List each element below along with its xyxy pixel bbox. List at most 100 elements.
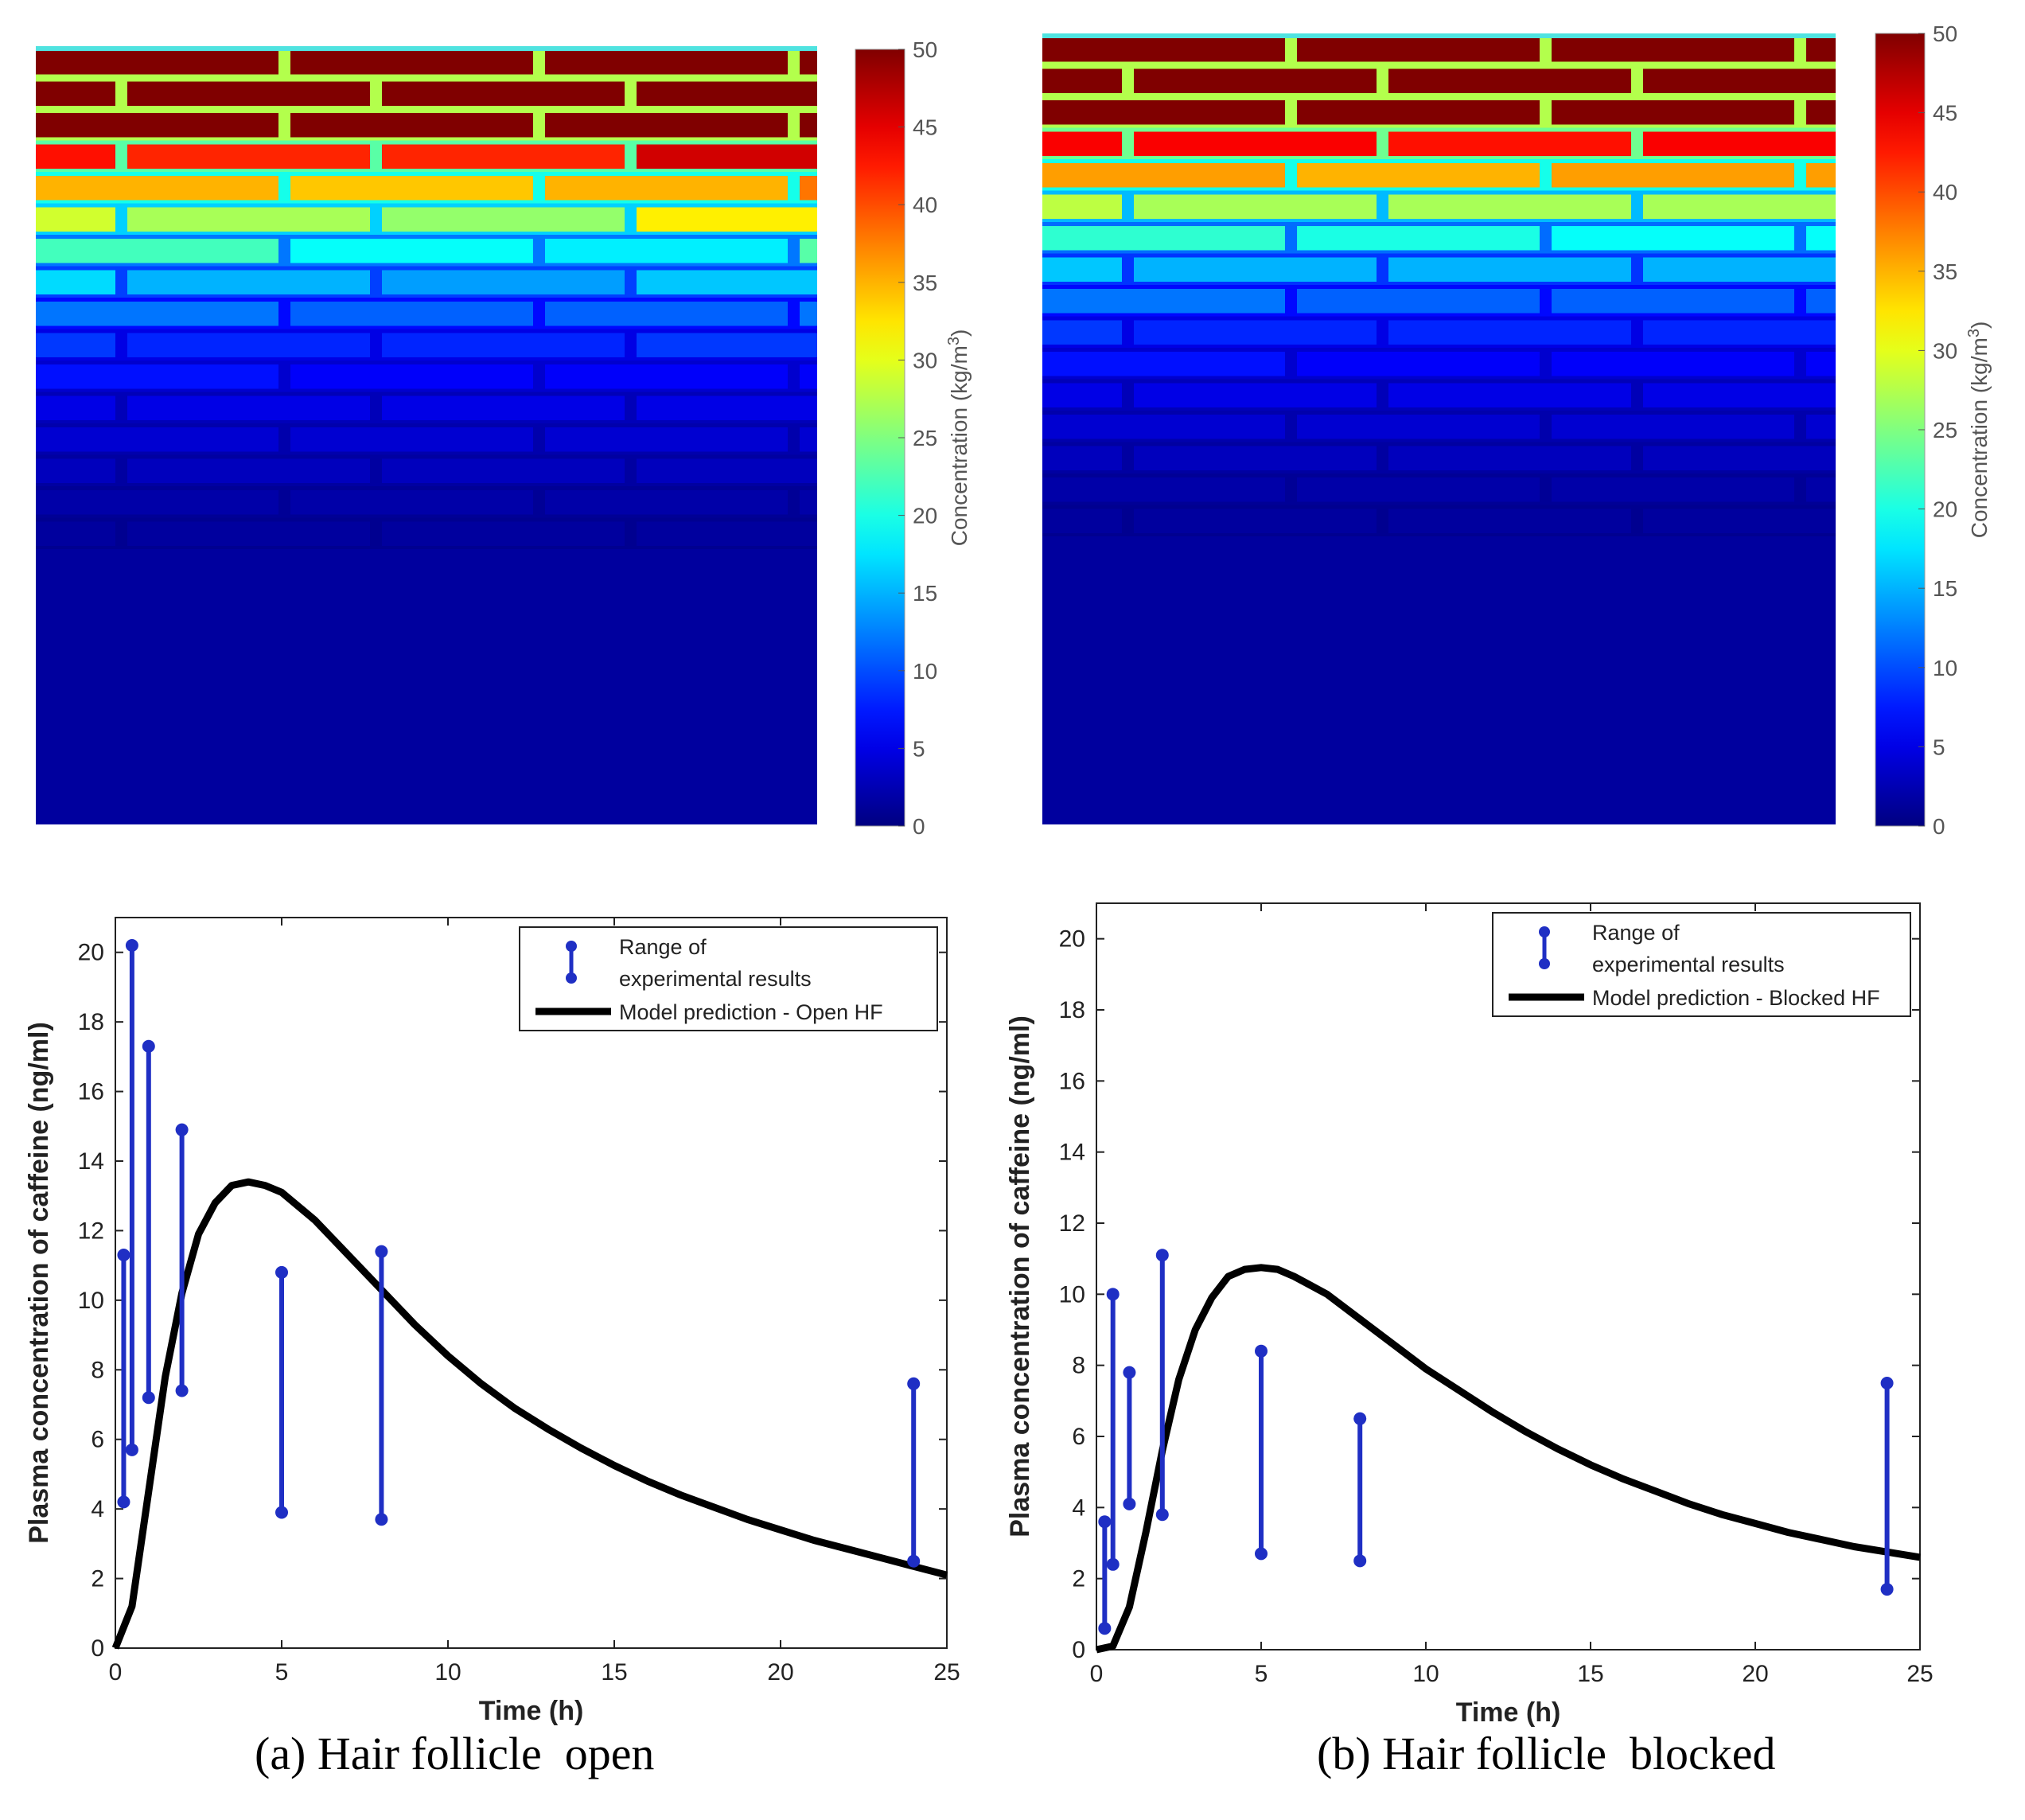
heatmap-brick (290, 364, 533, 389)
heatmap-brick (127, 521, 370, 546)
heatmap-brick (290, 302, 533, 326)
heatmap-brick (1297, 415, 1540, 439)
colorbar-tick-label: 25 (1933, 418, 1957, 442)
heatmap-brick (637, 270, 817, 294)
heatmap-brick (1042, 383, 1122, 407)
colorbar-tick-label: 25 (913, 426, 937, 450)
heatmap-brick (1134, 446, 1377, 470)
heatmap-brick (290, 427, 533, 452)
heatmap-brick (545, 427, 788, 452)
colorbar-tick-label: 10 (913, 659, 937, 684)
range-high-point (1106, 1288, 1120, 1301)
range-low-point (1880, 1583, 1894, 1596)
heatmap-brick (1297, 37, 1540, 62)
heatmap-brick (36, 207, 115, 232)
heatmap-brick (1552, 226, 1794, 251)
y-tick-label: 16 (78, 1079, 104, 1105)
range-high-point (142, 1039, 155, 1053)
x-tick-label: 25 (933, 1659, 960, 1686)
heatmap-brick (545, 239, 788, 263)
heatmap-brick (1042, 226, 1285, 251)
heatmap-brick (1552, 477, 1794, 502)
heatmap-brick (1134, 383, 1377, 407)
heatmap-brick (637, 396, 817, 420)
heatmap-brick (637, 521, 817, 546)
colorbar-tick-label: 10 (1933, 656, 1957, 680)
range-high-point (375, 1245, 388, 1258)
heatmap-brick (1297, 226, 1540, 251)
x-tick-label: 15 (1577, 1661, 1603, 1687)
heatmap-brick (1806, 352, 1836, 376)
heatmap-brick (800, 427, 817, 452)
heatmap-brick (1042, 320, 1122, 345)
caption-b: (b) Hair follicle blocked (1317, 1728, 1776, 1779)
y-tick-label: 18 (1059, 997, 1085, 1023)
heatmap-brick (36, 364, 278, 389)
y-tick-label: 4 (91, 1496, 104, 1522)
x-tick-label: 25 (1906, 1661, 1933, 1687)
heatmap-brick (127, 458, 370, 483)
heatmap-brick (127, 396, 370, 420)
heatmap-brick (1042, 68, 1122, 93)
heatmap-brick (1552, 100, 1794, 125)
heatmap-brick (36, 144, 115, 169)
heatmap-brick (36, 239, 278, 263)
y-tick-label: 10 (78, 1288, 104, 1314)
heatmap-brick (1297, 289, 1540, 314)
heatmap-brick (290, 113, 533, 138)
heatmap-brick (1806, 289, 1836, 314)
x-tick-label: 20 (767, 1659, 793, 1686)
colorbar-tick-label: 45 (913, 115, 937, 140)
y-tick-label: 18 (78, 1009, 104, 1035)
y-tick-label: 4 (1072, 1495, 1085, 1521)
heatmap-brick (1388, 68, 1631, 93)
heatmap-brick (1643, 131, 1836, 156)
heatmap-brick (1042, 194, 1122, 219)
heatmap-brick (1388, 320, 1631, 345)
range-low-point (275, 1506, 288, 1519)
y-axis-label: Plasma concentration of caffeine (ng/ml) (1005, 1015, 1035, 1537)
colorbar-label: Concentration (kg/m3) (945, 329, 972, 547)
heatmap-brick (1643, 383, 1836, 407)
range-low-point (1123, 1497, 1136, 1510)
y-tick-label: 2 (1072, 1566, 1085, 1592)
heatmap-brick (1643, 257, 1836, 282)
heatmap-brick (1552, 37, 1794, 62)
colorbar-tick-label: 50 (913, 37, 937, 62)
colorbar-tick-label: 40 (913, 193, 937, 217)
heatmap-brick (1297, 163, 1540, 188)
heatmap-brick (800, 176, 817, 201)
legend-range-label-2: experimental results (619, 967, 812, 991)
heatmap-brick (127, 207, 370, 232)
heatmap-brick (800, 364, 817, 389)
heatmap-brick (1042, 257, 1122, 282)
heatmap-brick (800, 490, 817, 515)
legend-range-point-low (1539, 958, 1550, 969)
heatmap-brick (800, 50, 817, 75)
heatmap-brick (800, 239, 817, 263)
legend-range-label-1: Range of (1592, 921, 1680, 945)
range-high-point (275, 1265, 288, 1279)
range-low-point (125, 1443, 138, 1456)
heatmap-brick (382, 521, 625, 546)
heatmap-brick (36, 333, 115, 357)
caption-a: (a) Hair follicle open (255, 1728, 655, 1779)
range-low-point (1353, 1554, 1367, 1568)
heatmap-brick (637, 458, 817, 483)
range-high-point (125, 938, 138, 952)
colorbar-tick-label: 0 (1933, 814, 1945, 839)
heatmap-brick (1388, 446, 1631, 470)
range-low-point (142, 1391, 155, 1405)
heatmap-brick (1042, 131, 1122, 156)
x-tick-label: 10 (434, 1659, 461, 1686)
legend-range-point-low (566, 972, 577, 984)
heatmap-brick (127, 144, 370, 169)
range-low-point (907, 1554, 921, 1568)
x-tick-label: 5 (275, 1659, 289, 1686)
heatmap-brick (637, 144, 817, 169)
colorbar-tick-label: 45 (1933, 101, 1957, 126)
x-axis-label: Time (h) (479, 1696, 584, 1726)
heatmap-brick (36, 302, 278, 326)
y-tick-label: 16 (1059, 1068, 1085, 1094)
